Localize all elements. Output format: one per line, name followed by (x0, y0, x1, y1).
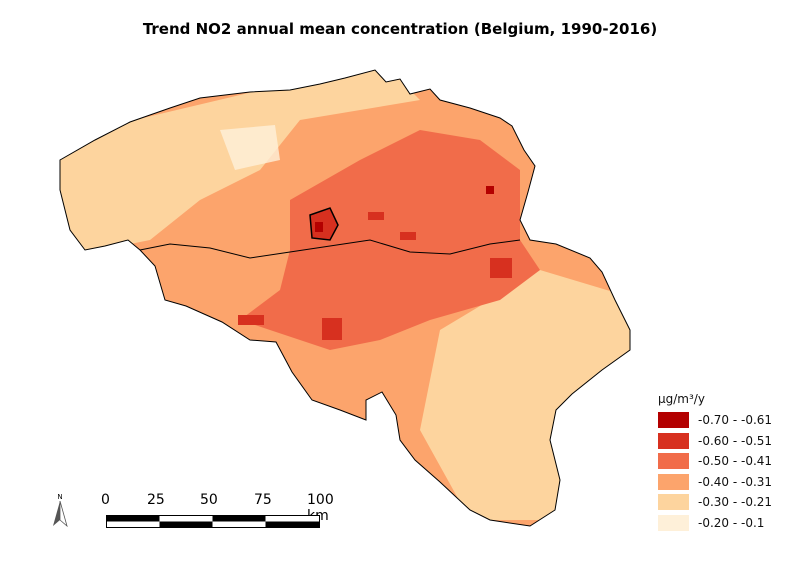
scale-tick: 50 (200, 492, 218, 508)
dark-cell (315, 222, 323, 232)
brussels-boundary (309, 207, 339, 241)
legend-label: -0.50 - -0.41 (698, 454, 773, 469)
scale-tick: 25 (147, 492, 165, 508)
legend-label: -0.40 - -0.31 (698, 474, 773, 489)
southeast-light-zone (420, 270, 630, 520)
dark-cell (322, 318, 342, 340)
north-label: N (57, 493, 63, 501)
legend-swatch (658, 514, 689, 531)
lightest-zone (220, 125, 280, 170)
map-title: Trend NO2 annual mean concentration (Bel… (142, 20, 658, 38)
scale-tick: 75 (254, 492, 272, 508)
legend-swatch (658, 494, 689, 511)
legend-swatch (658, 412, 689, 429)
dark-cell (368, 212, 384, 220)
legend-item: -0.70 - -0.61 (658, 410, 772, 431)
dark-cell (486, 186, 494, 194)
legend-label: -0.70 - -0.61 (698, 413, 773, 428)
legend: µg/m³/y -0.70 - -0.61 -0.60 - -0.51 -0.50 … (658, 392, 772, 533)
dark-cell (238, 315, 264, 325)
legend-item: -0.40 - -0.31 (658, 472, 772, 493)
legend-label: -0.30 - -0.21 (698, 495, 773, 510)
dark-cell (400, 232, 416, 240)
legend-label: -0.20 - -0.1 (698, 515, 765, 530)
region-boundary (139, 239, 521, 259)
legend-swatch (658, 473, 689, 490)
dark-cell (490, 258, 512, 278)
north-arrow-icon (53, 500, 68, 528)
scale-tick: 0 (101, 492, 110, 508)
legend-item: -0.20 - -0.1 (658, 513, 772, 534)
north-arrow: N (52, 493, 68, 531)
legend-label: -0.60 - -0.51 (698, 433, 773, 448)
central-zone (240, 130, 540, 350)
legend-item: -0.50 - -0.41 (658, 451, 772, 472)
legend-swatch (658, 432, 689, 449)
legend-item: -0.30 - -0.21 (658, 492, 772, 513)
legend-item: -0.60 - -0.51 (658, 431, 772, 452)
legend-swatch (658, 453, 689, 470)
scale-bar-graphic (106, 515, 320, 528)
legend-unit: µg/m³/y (658, 392, 705, 406)
